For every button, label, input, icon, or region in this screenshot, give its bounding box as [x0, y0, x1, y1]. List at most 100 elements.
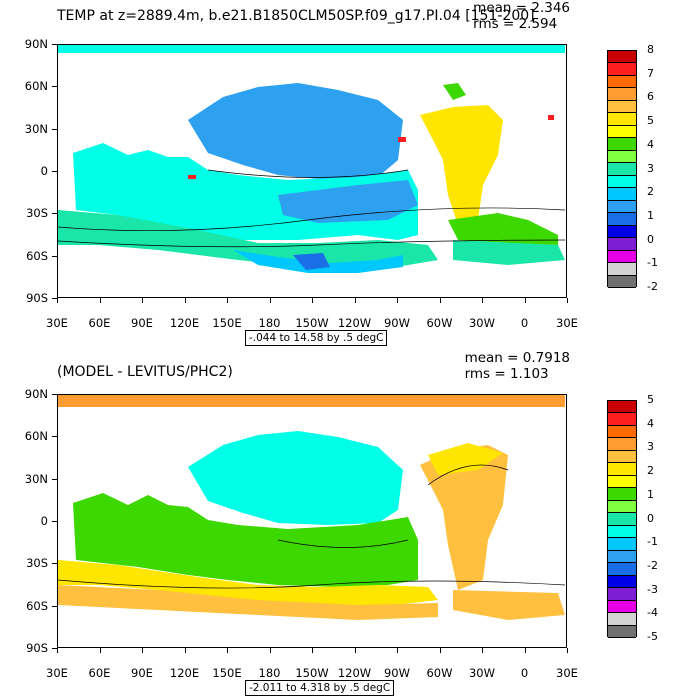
- lon-tick: [57, 298, 58, 303]
- colorbar-swatch: [608, 213, 636, 226]
- lon-tick: [397, 648, 398, 653]
- lon-label: 120E: [169, 316, 200, 330]
- north-atlantic-green: [443, 83, 466, 100]
- southern-yellow-band: [58, 560, 438, 607]
- colorbar-swatch: [608, 450, 636, 464]
- north-atlantic-yellow: [428, 443, 503, 475]
- lat-tick: [52, 563, 57, 565]
- indian-green-region: [73, 493, 418, 587]
- lon-label: 180: [258, 316, 281, 330]
- colorbar-swatch: [608, 275, 636, 288]
- colorbar: [607, 50, 637, 288]
- rms-value: rms = 1.103: [464, 366, 549, 382]
- colorbar-label: 1: [647, 487, 654, 501]
- lat-label: 0: [40, 164, 48, 178]
- lon-label: 150W: [295, 316, 329, 330]
- colorbar-swatch: [608, 488, 636, 501]
- colorbar-label: 4: [647, 416, 654, 430]
- map-svg: [58, 45, 565, 273]
- colorbar-swatch: [608, 263, 636, 276]
- lon-tick: [354, 298, 356, 303]
- arctic-cyan-strip: [58, 45, 565, 53]
- lon-tick: [439, 298, 441, 303]
- colorbar-label: 8: [647, 43, 654, 56]
- atlantic-aqua: [453, 240, 565, 265]
- colorbar-label: 3: [647, 161, 654, 175]
- colorbar-swatch: [608, 125, 636, 139]
- colorbar-swatch: [608, 163, 636, 176]
- lat-label: 30N: [24, 471, 48, 486]
- colorbar-swatch: [608, 113, 636, 126]
- colorbar-swatch: [608, 463, 636, 476]
- colorbar-swatch: [608, 150, 636, 164]
- arctic-orange-strip: [58, 395, 565, 407]
- colorbar-swatch: [608, 525, 636, 539]
- lat-label: 30N: [24, 121, 48, 136]
- colorbar-label: 0: [647, 511, 654, 525]
- lon-tick: [312, 648, 313, 653]
- lon-tick: [482, 298, 483, 303]
- lon-tick: [567, 298, 568, 303]
- colorbar-label: 5: [647, 393, 654, 406]
- atlantic-orange-region: [420, 445, 508, 590]
- ross-dark-blue: [293, 253, 330, 270]
- colorbar-swatch: [608, 538, 636, 551]
- colorbar-swatch: [608, 438, 636, 451]
- panel-title: (MODEL - LEVITUS/PHC2): [57, 364, 233, 380]
- lon-label: 90W: [383, 316, 410, 330]
- lon-label: 0: [520, 666, 529, 680]
- lon-tick: [142, 648, 143, 653]
- lat-tick: [52, 171, 57, 172]
- southern-deep-blue: [233, 250, 403, 273]
- lon-label: 60E: [88, 666, 111, 680]
- contour-line-1: [58, 207, 565, 232]
- lat-tick: [52, 394, 57, 395]
- lat-label: 90S: [26, 291, 48, 305]
- mean-value: mean = 0.7918: [464, 350, 570, 366]
- colorbar-swatch: [608, 500, 636, 514]
- colorbar-swatch: [608, 175, 636, 189]
- atlantic-south-green: [448, 213, 558, 245]
- contour-line-3: [427, 464, 509, 486]
- colorbar-swatch: [608, 238, 636, 251]
- colorbar-swatch: [608, 625, 636, 638]
- colorbar-swatch: [608, 63, 636, 76]
- colorbar-swatch: [608, 200, 636, 214]
- red-spot-3: [548, 115, 554, 120]
- colorbar-swatch: [608, 550, 636, 564]
- colorbar-swatch: [608, 513, 636, 526]
- lon-tick: [57, 648, 58, 653]
- lat-tick: [52, 128, 57, 130]
- contour-line-2: [58, 239, 565, 248]
- lon-tick: [354, 648, 356, 653]
- colorbar-label: 4: [647, 137, 654, 151]
- lat-label: 60S: [26, 598, 48, 613]
- lon-tick: [227, 648, 228, 653]
- lat-tick: [52, 521, 57, 522]
- lat-label: 90N: [24, 387, 48, 401]
- colorbar-label: 5: [647, 114, 654, 128]
- colorbar-swatch: [608, 613, 636, 626]
- colorbar-swatch: [608, 100, 636, 114]
- colorbar-label: -1: [647, 535, 658, 549]
- colorbar-swatch: [608, 225, 636, 239]
- lon-tick: [524, 648, 526, 653]
- lon-label: 180: [258, 666, 281, 680]
- lon-label: 30W: [468, 316, 495, 330]
- colorbar: [607, 400, 637, 638]
- lat-tick: [52, 298, 57, 299]
- lon-label: 150W: [295, 666, 329, 680]
- lat-tick: [52, 213, 57, 215]
- lon-tick: [99, 298, 101, 303]
- map-svg: [58, 395, 565, 620]
- lon-tick: [269, 298, 271, 303]
- colorbar-swatch: [608, 600, 636, 614]
- lat-tick: [52, 436, 57, 438]
- lon-tick: [567, 648, 568, 653]
- lon-label: 90W: [383, 666, 410, 680]
- colorbar-label: -4: [647, 606, 658, 620]
- colorbar-swatch: [608, 575, 636, 589]
- colorbar-swatch: [608, 138, 636, 151]
- lon-label: 60W: [426, 666, 453, 680]
- colorbar-label: 7: [647, 66, 654, 80]
